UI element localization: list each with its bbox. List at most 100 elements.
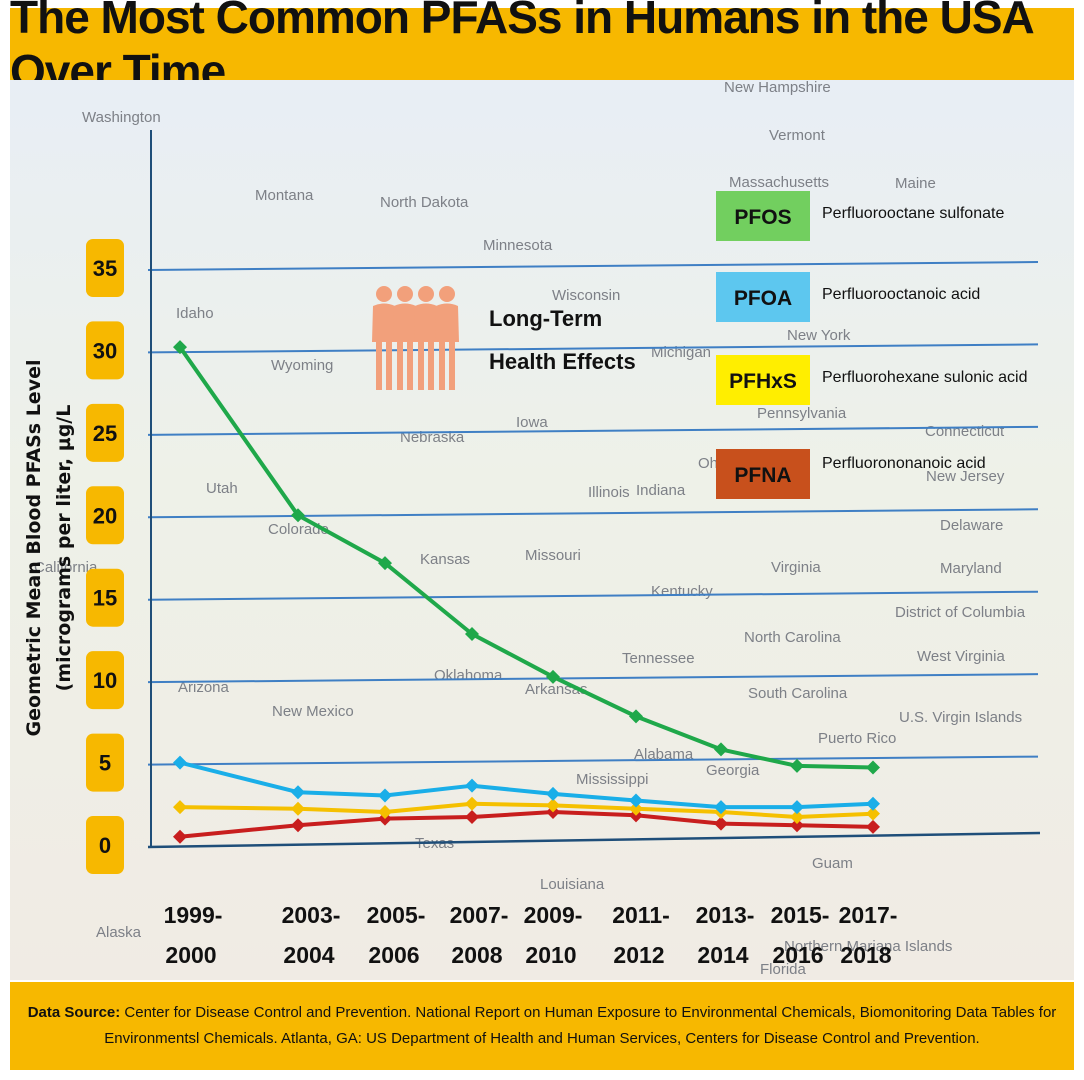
- map-label-florida: Florida: [760, 961, 807, 978]
- legend: PFOS Perfluorooctane sulfonate PFOA Perfluo…: [716, 191, 1027, 499]
- x-tick-label-1-top: 2003-: [282, 902, 341, 928]
- map-label-california: California: [34, 559, 98, 576]
- y-tick-box-35: [86, 239, 124, 297]
- legend-swatch-pfhxs: [716, 355, 810, 405]
- y-tick-box-5: [86, 733, 124, 792]
- x-tick-label-3-bottom: 2008: [451, 942, 502, 968]
- person-figure: [414, 286, 438, 390]
- data-source-label: Data Source:: [27, 1004, 121, 1021]
- y-tick-label-20: 20: [93, 503, 117, 528]
- map-label-vermont: Vermont: [769, 127, 826, 144]
- map-label-minnesota: Minnesota: [483, 237, 553, 254]
- point-pfhxs-8: [866, 806, 880, 821]
- gridline-15: [147, 590, 1039, 601]
- x-tick-label-4-bottom: 2010: [525, 942, 576, 968]
- map-label-illinois: Illinois: [588, 484, 630, 501]
- point-pfos-0: [173, 340, 187, 355]
- map-label-iowa: Iowa: [516, 414, 548, 431]
- map-label-new-york: New York: [787, 327, 851, 344]
- x-tick-label-0-bottom: 2000: [165, 942, 216, 968]
- legend-code-pfos: PFOS: [734, 206, 791, 229]
- point-pfos-8: [866, 760, 880, 775]
- point-pfos-4: [546, 669, 560, 684]
- map-label-oklahoma: Oklahoma: [434, 667, 503, 684]
- legend-item-pfna: PFNA Perfluorononanoic acid: [716, 449, 986, 499]
- point-pfna-1: [291, 818, 305, 833]
- map-label-district-of-columbia: District of Columbia: [895, 604, 1026, 621]
- point-pfoa-0: [173, 755, 187, 770]
- point-pfhxs-4: [546, 798, 560, 813]
- y-tick-label-25: 25: [93, 421, 117, 446]
- map-label-new-mexico: New Mexico: [272, 703, 354, 720]
- axes: [147, 130, 1041, 849]
- point-pfoa-5: [629, 793, 643, 808]
- series-line-pfoa: [179, 760, 874, 810]
- map-label-west-virginia: West Virginia: [917, 648, 1005, 665]
- y-tick-box-30: [86, 321, 124, 380]
- point-pfna-6: [714, 816, 728, 831]
- x-tick-label-6-top: 2013-: [696, 902, 755, 928]
- y-tick-label-5: 5: [99, 751, 111, 776]
- map-label-idaho: Idaho: [176, 305, 214, 322]
- map-label-washington: Washington: [82, 109, 161, 126]
- x-ticks: 1999- 2000 2003- 2004 2005- 2006 2007- 2008 2009…: [164, 902, 898, 968]
- gridline-35: [147, 261, 1039, 271]
- x-tick-label-5-bottom: 2012: [613, 942, 664, 968]
- title-bar: The Most Common PFASs in Humans in the U…: [10, 0, 1074, 97]
- chart-title: The Most Common PFASs in Humans in the U…: [10, 0, 1033, 97]
- point-pfhxs-2: [378, 805, 392, 820]
- x-tick-label-7-top: 2015-: [771, 902, 830, 928]
- x-tick-label-6-bottom: 2014: [697, 942, 748, 968]
- legend-desc-pfos: Perfluorooctane sulfonate: [822, 205, 1004, 222]
- y-axis-label-line1: Geometric Mean Blood PFASs Level: [23, 360, 45, 737]
- gridline-20: [147, 508, 1039, 519]
- y-tick-box-0: [86, 816, 124, 874]
- map-label-mississippi: Mississippi: [576, 771, 649, 788]
- map-label-pennsylvania: Pennsylvania: [757, 405, 847, 422]
- x-tick-label-4-top: 2009-: [524, 902, 583, 928]
- point-pfos-7: [790, 758, 804, 773]
- data-source: Data Source: Center for Disease Control …: [24, 1000, 1060, 1052]
- point-pfos-5: [629, 709, 643, 724]
- point-pfna-0: [173, 829, 187, 844]
- point-pfna-7: [790, 818, 804, 833]
- legend-code-pfoa: PFOA: [734, 287, 792, 310]
- map-label-delaware: Delaware: [940, 517, 1003, 534]
- point-pfoa-4: [546, 786, 560, 801]
- map-label-north-carolina: North Carolina: [744, 629, 841, 646]
- map-label-wisconsin: Wisconsin: [552, 287, 620, 304]
- y-tick-box-20: [86, 486, 124, 545]
- annotation: Long-Term Health Effects: [372, 286, 636, 390]
- map-label-northern-mariana-islands: Northern Mariana Islands: [784, 938, 952, 955]
- footer: Data Source: Center for Disease Control …: [10, 982, 1074, 1070]
- y-tick-label-10: 10: [93, 668, 117, 693]
- map-label-kansas: Kansas: [420, 551, 470, 568]
- point-pfoa-6: [714, 800, 728, 815]
- y-axis-label: Geometric Mean Blood PFASs Level (microg…: [23, 360, 75, 737]
- map-label-virginia: Virginia: [771, 559, 821, 576]
- map-label-alaska: Alaska: [96, 924, 142, 941]
- series-pfos: [173, 340, 880, 775]
- legend-desc-pfoa: Perfluorooctanoic acid: [822, 286, 980, 303]
- map-label-utah: Utah: [206, 480, 238, 497]
- point-pfoa-8: [866, 796, 880, 811]
- point-pfoa-1: [291, 785, 305, 800]
- y-axis-label-line2: (micrograms per liter, µg/L: [53, 405, 75, 692]
- gridline-10: [147, 673, 1039, 684]
- data-source-text: Center for Disease Control and Preventio…: [104, 1004, 1057, 1047]
- series-pfhxs: [173, 796, 880, 824]
- point-pfhxs-0: [173, 800, 187, 815]
- legend-swatch-pfoa: [716, 272, 810, 322]
- x-tick-label-2-bottom: 2006: [368, 942, 419, 968]
- map-label-u-s-virgin-islands: U.S. Virgin Islands: [899, 709, 1022, 726]
- point-pfna-8: [866, 819, 880, 834]
- map-label-connecticut: Connecticut: [925, 423, 1005, 440]
- point-pfna-3: [465, 809, 479, 824]
- gridline-30: [147, 343, 1039, 354]
- point-pfos-6: [714, 742, 728, 757]
- person-figure: [393, 286, 417, 390]
- map-label-massachusetts: Massachusetts: [729, 174, 829, 191]
- point-pfos-1: [291, 508, 305, 523]
- y-tick-label-15: 15: [93, 586, 117, 611]
